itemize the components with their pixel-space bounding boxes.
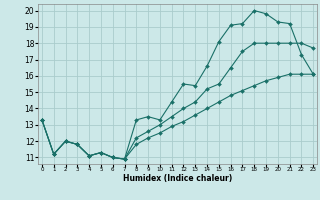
- X-axis label: Humidex (Indice chaleur): Humidex (Indice chaleur): [123, 174, 232, 183]
